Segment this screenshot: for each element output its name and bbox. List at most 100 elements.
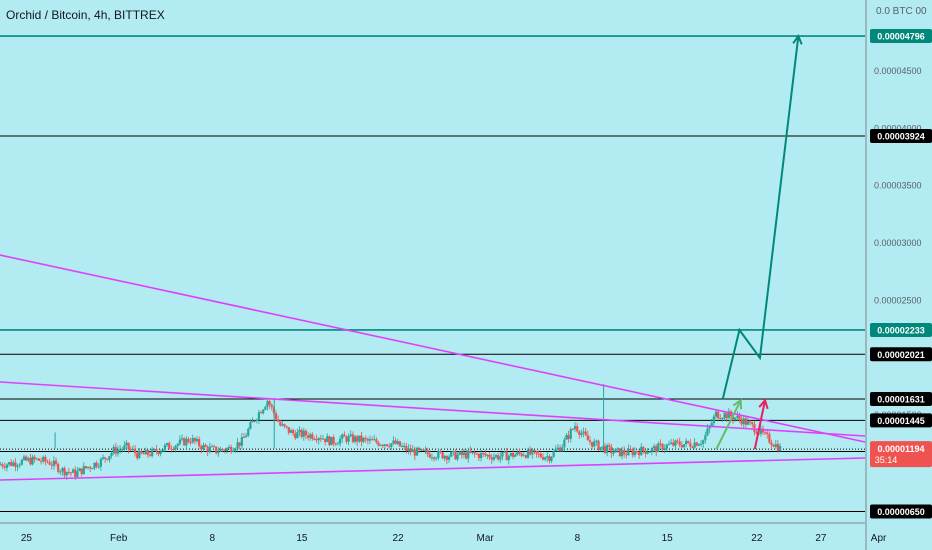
candle-body [475, 453, 478, 455]
candle-body [69, 472, 73, 474]
candle-body [332, 436, 335, 444]
candle-body [618, 448, 621, 457]
level-badge [870, 504, 932, 519]
candle-body [317, 438, 320, 441]
candle-body [110, 453, 113, 456]
candle-body [588, 440, 592, 442]
candle-body [642, 446, 645, 451]
candle-body [334, 443, 337, 445]
candle-body [625, 454, 628, 456]
candle-body [383, 444, 387, 446]
candle-body [633, 451, 636, 456]
candle-body [63, 468, 66, 476]
candle-body [230, 446, 233, 452]
candle-body [411, 449, 414, 453]
candle-body [749, 421, 752, 423]
candle-body [95, 462, 98, 467]
candle-body [454, 450, 457, 460]
candle-body [567, 435, 570, 439]
candle-body [648, 451, 651, 453]
candle-body [381, 444, 384, 446]
candle-body [360, 435, 363, 442]
candle-body [670, 442, 673, 444]
candle-body [294, 433, 297, 439]
candle-body [723, 413, 726, 419]
candle-body [678, 441, 681, 446]
current-price-label: 0.00001194 [877, 444, 924, 454]
candle-body [138, 450, 141, 459]
candle-body [74, 469, 77, 477]
candle-body [80, 468, 83, 475]
candle-body [405, 445, 408, 451]
candle-body [0, 464, 2, 466]
candle-body [208, 446, 211, 452]
x-tick-label: 15 [662, 533, 674, 544]
y-tick-label: 0.00002500 [874, 295, 922, 305]
candle-body [740, 419, 743, 425]
candle-body [407, 448, 410, 451]
candle-body [441, 452, 444, 459]
candle-body [67, 471, 70, 473]
candle-body [755, 432, 758, 434]
candle-body [595, 440, 598, 442]
candle-body [300, 429, 303, 437]
candle-body [240, 437, 243, 446]
candle-body [548, 456, 551, 461]
candle-body [531, 450, 534, 455]
candle-body [390, 443, 393, 448]
candle-body [253, 420, 256, 422]
candle-body [50, 464, 53, 466]
candle-body [217, 451, 220, 454]
candle-body [516, 451, 519, 455]
candle-body [529, 449, 532, 455]
candle-body [556, 447, 560, 450]
x-tick-label: 8 [209, 533, 215, 544]
x-tick-label: 25 [21, 533, 33, 544]
level-badge [870, 29, 932, 44]
candle-body [385, 444, 389, 447]
candle-body [347, 436, 350, 442]
candle-body [16, 465, 19, 467]
candle-body [151, 449, 154, 456]
candle-body [338, 438, 342, 444]
candle-body [223, 449, 226, 451]
candle-body [437, 450, 440, 458]
candle-body [125, 442, 128, 446]
candle-body [768, 434, 771, 443]
candle-body [766, 432, 769, 435]
candle-body [770, 442, 773, 446]
level-badge-label: 0.00002021 [877, 350, 925, 360]
candle-body [445, 456, 448, 460]
candle-body [97, 466, 100, 468]
candle-body [693, 442, 696, 448]
candle-body [764, 432, 767, 434]
candle-body [753, 424, 756, 433]
candle-body [479, 453, 483, 459]
candle-body [144, 449, 147, 455]
candle-body [29, 458, 32, 465]
candle-body [612, 452, 615, 454]
candle-body [689, 443, 692, 447]
candle-body [61, 468, 64, 472]
candle-body [426, 450, 429, 454]
candle-body [691, 446, 694, 448]
candle-body [200, 446, 203, 450]
level-badge-label: 0.00004796 [877, 32, 925, 42]
candle-body [136, 453, 139, 459]
candle-body [608, 445, 611, 447]
candle-body [447, 456, 451, 460]
candle-body [599, 447, 602, 451]
candle-body [202, 445, 205, 450]
candle-body [499, 456, 502, 460]
candle-body [106, 458, 109, 460]
y-tick-label: 0.00003500 [874, 181, 922, 191]
candle-body [358, 435, 361, 442]
candle-body [48, 462, 51, 465]
candle-body [234, 448, 237, 451]
candle-body [14, 462, 17, 467]
candle-body [627, 448, 630, 456]
candle-body [362, 438, 365, 442]
candle-body [189, 442, 192, 444]
candle-body [42, 456, 45, 462]
